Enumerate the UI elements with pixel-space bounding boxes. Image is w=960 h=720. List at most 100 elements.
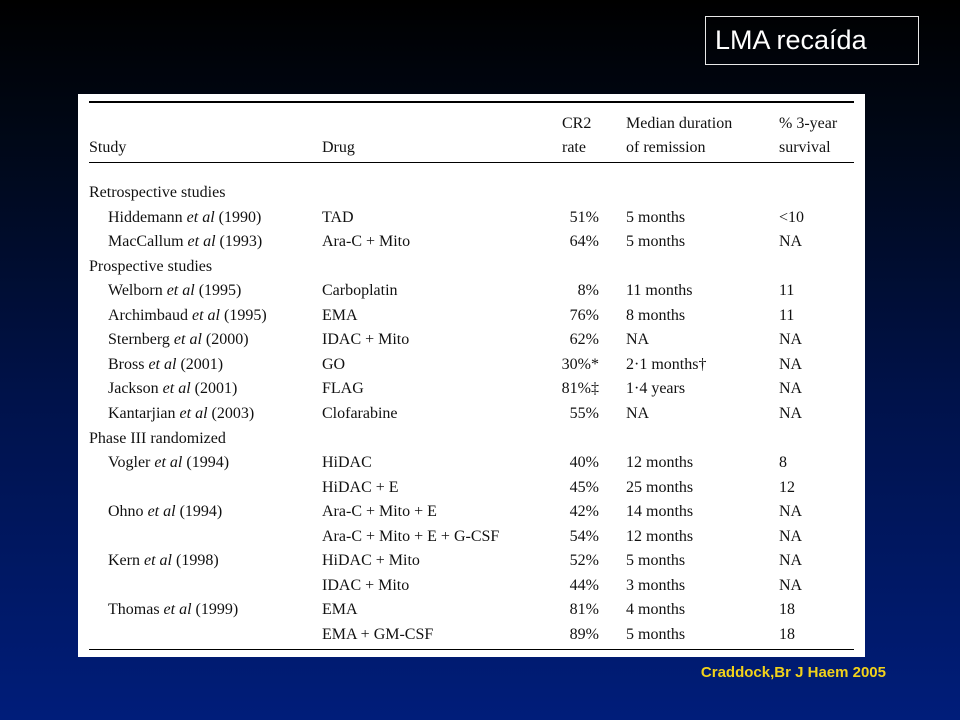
drug-cell: Carboplatin — [322, 282, 398, 299]
survival-cell: 11 — [779, 307, 795, 324]
study-cell: Bross et al (2001) — [108, 356, 223, 374]
cr2-rate-cell: 76% — [569, 307, 599, 324]
study-author: MacCallum — [108, 233, 184, 250]
median-duration-cell: 5 months — [626, 233, 686, 250]
cr2-rate-cell: 55% — [569, 405, 599, 422]
median-duration-cell: 2·1 months† — [626, 356, 707, 373]
cr2-rate-cell: 81% — [569, 601, 599, 618]
cr2-rate-cell: 44% — [569, 577, 599, 594]
survival-cell: 12 — [779, 479, 795, 496]
cr2-rate-cell: 62% — [569, 331, 599, 348]
study-cell: Welborn et al (1995) — [108, 282, 241, 300]
survival-cell: NA — [779, 528, 803, 545]
survival-cell: 11 — [779, 282, 795, 299]
cr2-rate-cell: 52% — [569, 552, 599, 569]
table-header-rule — [89, 162, 854, 163]
survival-cell: <10 — [779, 209, 805, 226]
study-author: Kantarjian — [108, 405, 176, 422]
study-author: Sternberg — [108, 331, 170, 348]
survival-cell: 18 — [779, 601, 795, 618]
median-duration-cell: 25 months — [626, 479, 694, 496]
drug-cell: IDAC + Mito — [322, 577, 410, 594]
study-year: (2000) — [205, 331, 249, 348]
study-year: (1993) — [219, 233, 263, 250]
survival-cell: NA — [779, 331, 803, 348]
study-etal: et al — [148, 356, 177, 373]
study-cell: Hiddemann et al (1990) — [108, 209, 261, 227]
slide-title: LMA recaída — [705, 16, 919, 65]
median-duration-cell: 3 months — [626, 577, 686, 594]
study-etal: et al — [147, 503, 176, 520]
median-duration-cell: 5 months — [626, 209, 686, 226]
header-survival-line2: survival — [779, 139, 831, 156]
cr2-rate-cell: 30%* — [561, 356, 599, 373]
header-cr2-line2: rate — [562, 139, 586, 156]
study-cell: Kantarjian et al (2003) — [108, 405, 254, 423]
header-cr2-line1: CR2 — [562, 115, 592, 132]
study-cell: Ohno et al (1994) — [108, 503, 222, 521]
header-drug: Drug — [322, 139, 355, 156]
drug-cell: TAD — [322, 209, 354, 226]
drug-cell: EMA — [322, 307, 358, 324]
section-heading: Phase III randomized — [89, 430, 226, 447]
cr2-rate-cell: 45% — [569, 479, 599, 496]
study-author: Ohno — [108, 503, 144, 520]
cr2-rate-cell: 54% — [569, 528, 599, 545]
survival-cell: 8 — [779, 454, 787, 471]
study-cell: Jackson et al (2001) — [108, 380, 237, 398]
survival-cell: NA — [779, 577, 803, 594]
section-heading: Retrospective studies — [89, 184, 226, 201]
study-etal: et al — [163, 601, 192, 618]
survival-cell: 18 — [779, 626, 795, 643]
median-duration-cell: NA — [626, 405, 650, 422]
study-author: Jackson — [108, 380, 159, 397]
study-etal: et al — [162, 380, 191, 397]
table-bottom-rule — [89, 649, 854, 650]
median-duration-cell: 5 months — [626, 552, 686, 569]
study-author: Thomas — [108, 601, 160, 618]
drug-cell: IDAC + Mito — [322, 331, 410, 348]
drug-cell: Ara-C + Mito + E — [322, 503, 437, 520]
study-year: (1994) — [179, 503, 223, 520]
header-survival-line1: % 3-year — [779, 115, 838, 132]
study-author: Hiddemann — [108, 209, 183, 226]
study-year: (2001) — [194, 380, 238, 397]
median-duration-cell: 4 months — [626, 601, 686, 618]
median-duration-cell: 14 months — [626, 503, 694, 520]
median-duration-cell: 8 months — [626, 307, 686, 324]
drug-cell: GO — [322, 356, 346, 373]
study-etal: et al — [187, 233, 216, 250]
results-table: Study Drug CR2 rate Median duration of r… — [78, 94, 865, 657]
median-duration-cell: 11 months — [626, 282, 693, 299]
drug-cell: HiDAC — [322, 454, 372, 471]
study-author: Archimbaud — [108, 307, 188, 324]
study-cell: Vogler et al (1994) — [108, 454, 229, 472]
study-author: Bross — [108, 356, 145, 373]
cr2-rate-cell: 42% — [569, 503, 599, 520]
median-duration-cell: 12 months — [626, 454, 694, 471]
section-heading: Prospective studies — [89, 258, 213, 275]
drug-cell: EMA + GM-CSF — [322, 626, 434, 643]
study-year: (1990) — [218, 209, 262, 226]
study-year: (2003) — [211, 405, 255, 422]
study-etal: et al — [154, 454, 183, 471]
study-etal: et al — [191, 307, 220, 324]
drug-cell: HiDAC + E — [322, 479, 399, 496]
survival-cell: NA — [779, 356, 803, 373]
drug-cell: HiDAC + Mito — [322, 552, 420, 569]
study-author: Kern — [108, 552, 140, 569]
survival-cell: NA — [779, 233, 803, 250]
study-etal: et al — [143, 552, 172, 569]
drug-cell: Ara-C + Mito — [322, 233, 411, 250]
study-cell: Archimbaud et al (1995) — [108, 307, 267, 325]
study-etal: et al — [179, 405, 208, 422]
study-year: (1995) — [198, 282, 242, 299]
drug-cell: Ara-C + Mito + E + G-CSF — [322, 528, 500, 545]
study-etal: et al — [173, 331, 202, 348]
drug-cell: EMA — [322, 601, 358, 618]
drug-cell: FLAG — [322, 380, 364, 397]
study-year: (1999) — [195, 601, 239, 618]
study-year: (2001) — [180, 356, 224, 373]
header-study: Study — [89, 139, 127, 156]
cr2-rate-cell: 51% — [569, 209, 599, 226]
